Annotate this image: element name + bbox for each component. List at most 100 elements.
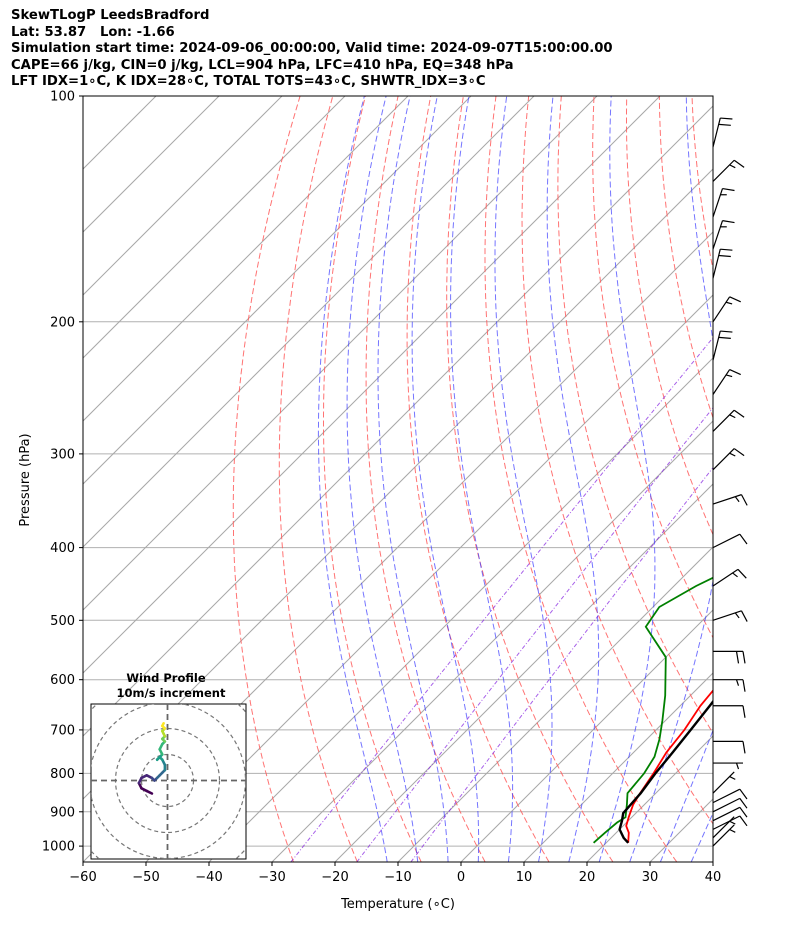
dewpoint-profile-line bbox=[593, 576, 713, 844]
wind-barb bbox=[712, 797, 748, 813]
hodograph-title: Wind Profile bbox=[126, 671, 206, 685]
wind-barb-feather bbox=[729, 414, 736, 419]
wind-barb bbox=[712, 187, 735, 218]
sounding-profiles bbox=[593, 576, 713, 844]
isotherm-line bbox=[83, 96, 661, 674]
wind-barb-shaft bbox=[712, 330, 721, 361]
stability-indices-1: CAPE=66 j/kg, CIN=0 j/kg, LCL=904 hPa, L… bbox=[11, 57, 514, 73]
wind-barb-feather bbox=[735, 762, 740, 770]
wind-barb-shaft bbox=[712, 409, 735, 432]
wind-barb-feather bbox=[742, 679, 746, 692]
wind-barb-shaft bbox=[712, 220, 724, 250]
wind-barb bbox=[712, 788, 748, 804]
wind-barb-feather bbox=[729, 296, 741, 303]
mixing-ratio-line bbox=[290, 336, 713, 862]
x-tick-label: 0 bbox=[457, 870, 465, 885]
wind-barb bbox=[712, 448, 745, 471]
dry-adiabat-line bbox=[446, 96, 614, 862]
wind-barb-feather bbox=[739, 533, 748, 545]
x-tick-label: −50 bbox=[132, 870, 159, 885]
isotherm-line bbox=[145, 294, 713, 862]
parcel-profile-line bbox=[618, 699, 713, 844]
y-tick-label: 800 bbox=[50, 767, 75, 782]
wind-barb bbox=[712, 159, 745, 182]
dry-adiabat-line bbox=[323, 96, 422, 862]
dry-adiabat-line bbox=[521, 96, 713, 825]
isotherm-line bbox=[334, 483, 713, 862]
moist-adiabat-line bbox=[411, 96, 480, 862]
wind-barb-feather bbox=[734, 612, 740, 619]
wind-barb bbox=[712, 220, 735, 250]
wind-barb-shaft bbox=[712, 788, 741, 804]
wind-barb bbox=[712, 610, 748, 622]
wind-barb-feather bbox=[720, 117, 733, 120]
y-tick-label: 600 bbox=[50, 673, 75, 688]
wind-barb bbox=[712, 824, 736, 847]
wind-barb bbox=[712, 117, 733, 148]
wind-barb-feather bbox=[733, 448, 745, 457]
dry-adiabat-line bbox=[790, 96, 794, 862]
wind-barb-shaft bbox=[712, 188, 724, 218]
dry-adiabat-line bbox=[278, 96, 358, 862]
y-axis-label: Pressure (hPa) bbox=[18, 433, 33, 526]
wind-barb-feather bbox=[729, 820, 736, 825]
wind-barb bbox=[713, 740, 746, 754]
moist-adiabat-line bbox=[346, 96, 419, 862]
wind-barb-feather bbox=[720, 248, 733, 251]
wind-barb-feather bbox=[734, 496, 740, 503]
wind-barb bbox=[713, 679, 746, 692]
isotherm-line bbox=[271, 420, 713, 862]
wind-barb-feather bbox=[718, 254, 731, 258]
cape-shaded-area bbox=[786, 96, 794, 502]
axes: −60 −50 −40 −30 −20 −10 0 10 20 30 40 100 200 300 400 5… bbox=[42, 90, 721, 886]
isotherm-line bbox=[712, 861, 713, 862]
wind-barb-feather bbox=[732, 572, 738, 578]
wind-barb bbox=[712, 330, 733, 361]
isotherm-line bbox=[83, 96, 598, 611]
wind-barb bbox=[712, 815, 748, 830]
wind-barb bbox=[713, 650, 746, 664]
wind-barb-feather bbox=[718, 123, 731, 126]
dry-adiabat-line bbox=[557, 96, 713, 734]
wind-barb-shaft bbox=[712, 249, 721, 279]
isotherm-line bbox=[83, 96, 535, 548]
y-tick-label: 1000 bbox=[42, 840, 75, 855]
dry-adiabat-line bbox=[691, 96, 713, 272]
wind-barb bbox=[712, 533, 748, 549]
x-tick-label: −60 bbox=[69, 870, 96, 885]
moist-adiabat-line bbox=[629, 96, 713, 862]
isotherm-line bbox=[83, 96, 220, 233]
wind-barb bbox=[713, 705, 746, 718]
wind-barb-shaft bbox=[712, 533, 741, 549]
wind-barb-feather bbox=[725, 374, 733, 378]
wind-barb bbox=[712, 296, 741, 323]
wind-barb-feather bbox=[722, 220, 735, 224]
isotherm-line bbox=[523, 672, 713, 862]
wind-barb-shaft bbox=[712, 296, 731, 323]
wind-barb bbox=[712, 568, 747, 587]
wind-barb-feather bbox=[735, 651, 740, 664]
wind-barb-feather bbox=[742, 705, 746, 718]
wind-barb-feather bbox=[729, 828, 736, 833]
dry-adiabat-line bbox=[626, 96, 713, 536]
wind-barb-feather bbox=[739, 815, 748, 827]
dry-adiabat-line bbox=[365, 96, 486, 862]
moist-adiabat-line bbox=[377, 96, 449, 862]
mixing-ratio-line bbox=[410, 466, 713, 862]
wind-barb bbox=[713, 762, 743, 770]
y-tick-label: 300 bbox=[50, 447, 75, 462]
wind-barb bbox=[712, 771, 736, 794]
dry-adiabat-line bbox=[484, 96, 678, 862]
wind-barb-shaft bbox=[712, 568, 739, 587]
x-tick-label: −20 bbox=[321, 870, 348, 885]
wind-barb-shaft bbox=[712, 494, 742, 505]
wind-barb-shaft bbox=[712, 824, 735, 847]
dry-adiabat-line bbox=[406, 96, 550, 862]
isotherm-line bbox=[460, 609, 713, 862]
isotherm-line bbox=[83, 96, 472, 485]
hodograph-subtitle: 10m/s increment bbox=[117, 686, 226, 700]
x-tick-label: 20 bbox=[579, 870, 596, 885]
wind-barb-shaft bbox=[712, 797, 741, 813]
wind-barb-feather bbox=[739, 798, 748, 809]
temperature-profile-line bbox=[625, 689, 713, 843]
